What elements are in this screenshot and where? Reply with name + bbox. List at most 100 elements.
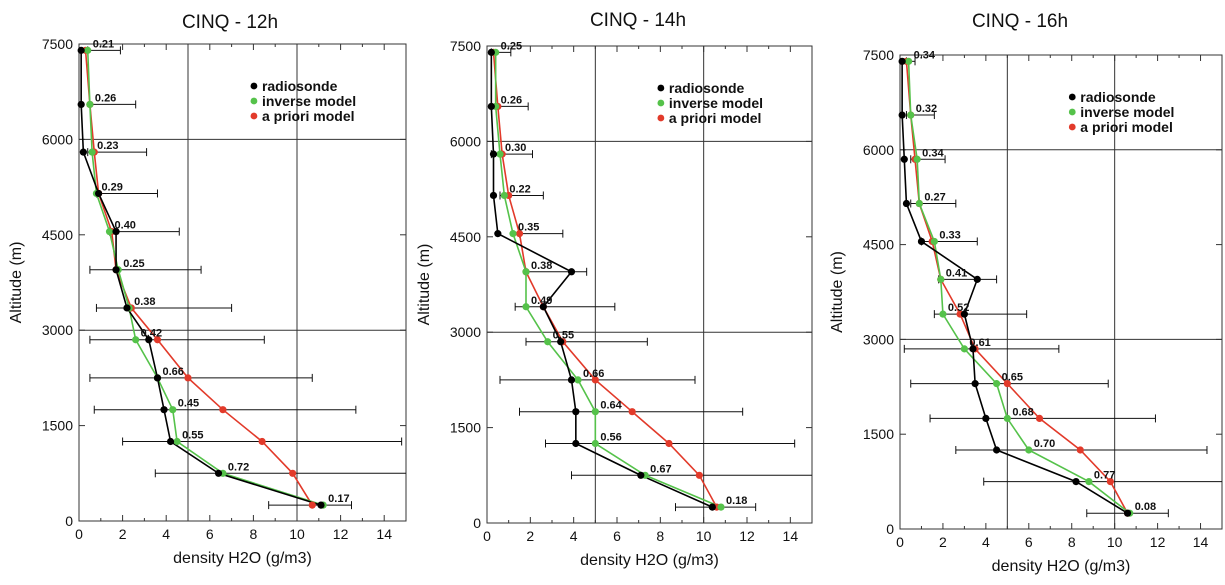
data-point <box>487 48 495 56</box>
legend-marker <box>250 97 258 105</box>
data-label: 0.68 <box>1012 406 1033 418</box>
data-point <box>902 199 911 208</box>
data-label: 0.33 <box>939 229 960 241</box>
legend-entry: a priori model <box>262 108 355 124</box>
data-point <box>123 304 131 312</box>
data-point <box>539 303 547 311</box>
y-tick-label: 3000 <box>450 324 481 340</box>
y-tick-label: 0 <box>886 521 894 537</box>
data-point <box>1035 414 1044 422</box>
data-point <box>591 376 599 384</box>
data-point <box>913 155 921 163</box>
data-point <box>153 336 162 344</box>
data-label: 0.38 <box>134 296 155 308</box>
data-point <box>1085 478 1093 486</box>
data-label: 0.55 <box>553 330 574 342</box>
data-label: 0.56 <box>600 432 621 444</box>
data-label: 0.17 <box>328 493 349 505</box>
x-tick-label: 4 <box>162 526 170 542</box>
y-tick-label: 4500 <box>450 229 481 245</box>
data-point <box>160 406 168 414</box>
y-tick-label: 1500 <box>450 420 481 436</box>
legend-marker <box>250 112 258 120</box>
data-label: 0.45 <box>178 398 199 410</box>
x-tick-label: 6 <box>613 528 621 544</box>
data-point <box>487 102 495 111</box>
data-point <box>105 228 114 236</box>
data-label: 0.25 <box>123 258 144 270</box>
chart-title: CINQ - 14h <box>590 10 686 31</box>
data-point <box>717 503 725 511</box>
data-point <box>496 150 504 158</box>
data-point <box>1076 446 1084 454</box>
x-tick-label: 4 <box>982 534 990 550</box>
data-point <box>489 150 498 158</box>
data-point <box>544 338 552 346</box>
y-tick-label: 6000 <box>863 142 894 158</box>
x-axis-label: density H2O (g/m3) <box>580 552 719 569</box>
data-point <box>960 310 969 318</box>
data-label: 0.66 <box>583 368 604 380</box>
x-axis-label: density H2O (g/m3) <box>992 558 1131 575</box>
x-tick-label: 10 <box>289 526 305 542</box>
data-point <box>489 191 498 200</box>
data-label: 0.66 <box>162 366 183 378</box>
x-tick-label: 10 <box>696 528 712 544</box>
data-label: 0.40 <box>115 220 136 232</box>
y-tick-label: 4500 <box>42 227 73 243</box>
x-tick-label: 4 <box>570 528 578 544</box>
y-axis-label: Altitude (m) <box>8 242 25 324</box>
data-point <box>1072 478 1080 486</box>
data-label: 0.65 <box>1002 372 1023 384</box>
data-point <box>993 446 1001 454</box>
data-point <box>509 230 517 238</box>
data-label: 0.41 <box>946 267 967 279</box>
data-point <box>1106 478 1114 486</box>
data-point <box>572 408 580 416</box>
data-point <box>917 237 926 246</box>
x-tick-label: 0 <box>483 528 491 544</box>
data-point <box>112 228 120 236</box>
data-point <box>628 408 636 416</box>
y-tick-label: 1500 <box>42 418 73 434</box>
data-point <box>574 376 582 384</box>
data-label: 0.38 <box>531 260 552 272</box>
x-tick-label: 8 <box>656 528 664 544</box>
data-point <box>572 439 580 448</box>
data-label: 0.77 <box>1094 470 1115 482</box>
data-label: 0.21 <box>93 38 114 50</box>
y-tick-label: 6000 <box>42 131 73 147</box>
data-label: 0.08 <box>1135 501 1156 513</box>
legend-entry: inverse model <box>262 93 356 109</box>
data-point <box>904 57 913 65</box>
x-tick-label: 14 <box>1193 534 1209 550</box>
legend-entry: radiosonde <box>1080 89 1156 105</box>
data-label: 0.70 <box>1034 438 1055 450</box>
data-point <box>95 189 103 198</box>
plot-frame <box>486 45 813 524</box>
x-tick-label: 8 <box>250 526 258 542</box>
chart-title: CINQ - 12h <box>182 12 278 33</box>
data-label: 0.42 <box>141 328 162 340</box>
data-point <box>214 469 223 477</box>
data-point <box>494 230 502 238</box>
legend-entry: a priori model <box>669 110 762 126</box>
data-point <box>86 100 94 109</box>
data-point <box>219 406 227 414</box>
x-tick-label: 0 <box>75 526 83 542</box>
data-point <box>173 437 181 446</box>
data-point <box>665 439 673 448</box>
y-tick-label: 1500 <box>863 426 894 442</box>
data-label: 0.23 <box>97 140 118 152</box>
legend-marker <box>1068 93 1076 101</box>
data-label: 0.61 <box>969 337 990 349</box>
data-point <box>1003 380 1011 388</box>
x-tick-label: 2 <box>526 528 534 544</box>
data-point <box>567 268 576 276</box>
x-tick-label: 12 <box>739 528 755 544</box>
x-tick-label: 6 <box>206 526 214 542</box>
data-point <box>184 374 192 382</box>
data-label: 0.27 <box>924 192 945 204</box>
data-point <box>84 46 92 54</box>
